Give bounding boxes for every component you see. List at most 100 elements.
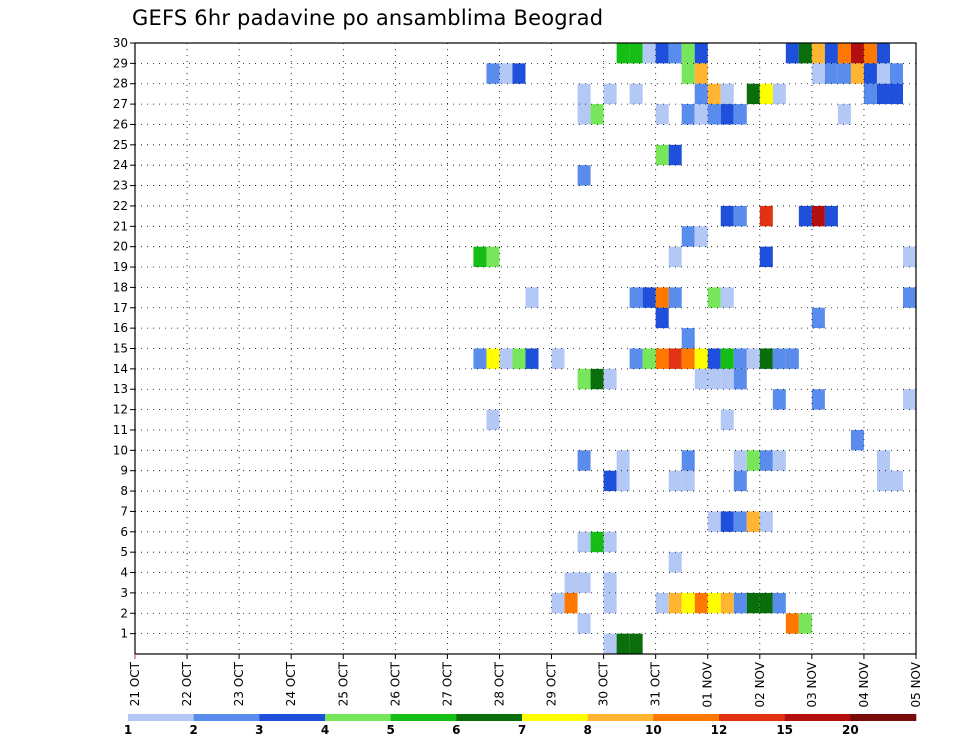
heat-cell xyxy=(889,83,903,105)
colorbar-swatch xyxy=(456,714,523,721)
heat-cell xyxy=(798,613,812,634)
heat-cell xyxy=(746,450,760,471)
y-tick-label: 15 xyxy=(113,342,128,356)
y-tick-label: 17 xyxy=(113,301,128,315)
heat-cell xyxy=(720,104,734,125)
heat-cell xyxy=(811,389,825,410)
x-tick-label: 02 NOV xyxy=(753,661,767,707)
colorbar-swatch xyxy=(522,714,588,721)
heat-cell xyxy=(837,63,851,84)
heat-cell xyxy=(629,287,643,308)
heat-cell xyxy=(811,63,825,84)
heat-cell xyxy=(577,450,591,471)
heat-cell xyxy=(759,511,773,532)
heat-cell xyxy=(694,63,708,84)
heat-cell xyxy=(603,470,617,492)
x-tick-label: 05 NOV xyxy=(909,661,923,707)
heat-cell xyxy=(863,63,877,84)
heat-cell xyxy=(655,307,669,329)
heat-cell xyxy=(694,368,708,390)
heat-cell xyxy=(577,613,591,634)
colorbar-swatch xyxy=(587,714,654,721)
heat-cell xyxy=(694,104,708,125)
y-tick-label: 2 xyxy=(120,606,128,620)
heat-cell xyxy=(681,43,695,64)
heat-cell xyxy=(720,205,734,227)
y-tick-label: 21 xyxy=(113,219,128,233)
heat-cell xyxy=(720,83,734,105)
y-tick-label: 23 xyxy=(113,179,128,193)
y-axis: 1234567891011121314151617181920212223242… xyxy=(113,36,135,641)
colorbar-label: 5 xyxy=(386,723,394,737)
x-tick-label: 30 OCT xyxy=(597,661,611,706)
heat-cell xyxy=(590,531,604,553)
x-tick-label: 24 OCT xyxy=(284,661,298,706)
heat-cell xyxy=(850,63,864,84)
x-tick-label: 25 OCT xyxy=(336,661,350,706)
heat-cell xyxy=(707,348,721,369)
heat-cell xyxy=(577,572,591,593)
colorbar-label: 20 xyxy=(842,723,859,737)
heat-cell xyxy=(681,592,695,614)
heat-cell xyxy=(824,43,838,64)
y-tick-label: 4 xyxy=(120,566,128,580)
colorbar-label: 6 xyxy=(452,723,460,737)
heat-cell xyxy=(694,348,708,369)
heat-cell xyxy=(577,368,591,390)
colorbar-swatch xyxy=(193,714,260,721)
heat-cell xyxy=(668,348,682,369)
y-tick-label: 27 xyxy=(113,97,128,111)
heat-cell xyxy=(668,246,682,268)
y-tick-label: 13 xyxy=(113,382,128,396)
colorbar-label: 2 xyxy=(189,723,197,737)
heat-cell xyxy=(733,104,747,125)
heat-cell xyxy=(681,226,695,247)
heat-cell xyxy=(785,43,799,64)
y-tick-label: 26 xyxy=(113,117,128,131)
heat-cell xyxy=(876,63,890,84)
heat-cell xyxy=(733,450,747,471)
heat-cell xyxy=(733,348,747,369)
x-tick-label: 29 OCT xyxy=(545,661,559,706)
heat-cell xyxy=(577,531,591,553)
heat-cell xyxy=(629,83,643,105)
y-tick-label: 6 xyxy=(120,525,128,539)
heat-cell xyxy=(681,348,695,369)
heat-cell xyxy=(733,511,747,532)
heat-cell xyxy=(720,368,734,390)
heat-cell xyxy=(707,104,721,125)
heat-cell xyxy=(759,83,773,105)
heat-cell xyxy=(603,83,617,105)
heat-cell xyxy=(694,43,708,64)
heat-cell xyxy=(486,246,500,268)
heat-cell xyxy=(642,287,656,308)
heat-cell xyxy=(798,43,812,64)
heat-cell xyxy=(668,592,682,614)
heat-cell xyxy=(772,389,786,410)
y-tick-label: 1 xyxy=(120,627,128,641)
heat-cell xyxy=(733,592,747,614)
heat-cell xyxy=(603,572,617,593)
heat-cell xyxy=(681,328,695,349)
heat-cell xyxy=(850,43,864,64)
heat-cell xyxy=(499,348,513,369)
heat-cell xyxy=(629,348,643,369)
heat-cell xyxy=(473,348,487,369)
heat-cell xyxy=(798,205,812,227)
y-tick-label: 14 xyxy=(113,362,128,376)
heat-cell xyxy=(668,144,682,166)
heat-cell xyxy=(525,348,539,369)
chart-title: GEFS 6hr padavine po ansamblima Beograd xyxy=(132,6,604,30)
x-tick-label: 26 OCT xyxy=(388,661,402,706)
heat-cell xyxy=(616,633,630,654)
heat-cell xyxy=(486,63,500,84)
heat-cell xyxy=(603,531,617,553)
heat-cell xyxy=(707,511,721,532)
heat-cell xyxy=(772,83,786,105)
heat-cell xyxy=(863,83,877,105)
heat-cell xyxy=(668,470,682,492)
heat-cell xyxy=(668,43,682,64)
heat-cell xyxy=(668,287,682,308)
heat-cell xyxy=(564,592,578,614)
